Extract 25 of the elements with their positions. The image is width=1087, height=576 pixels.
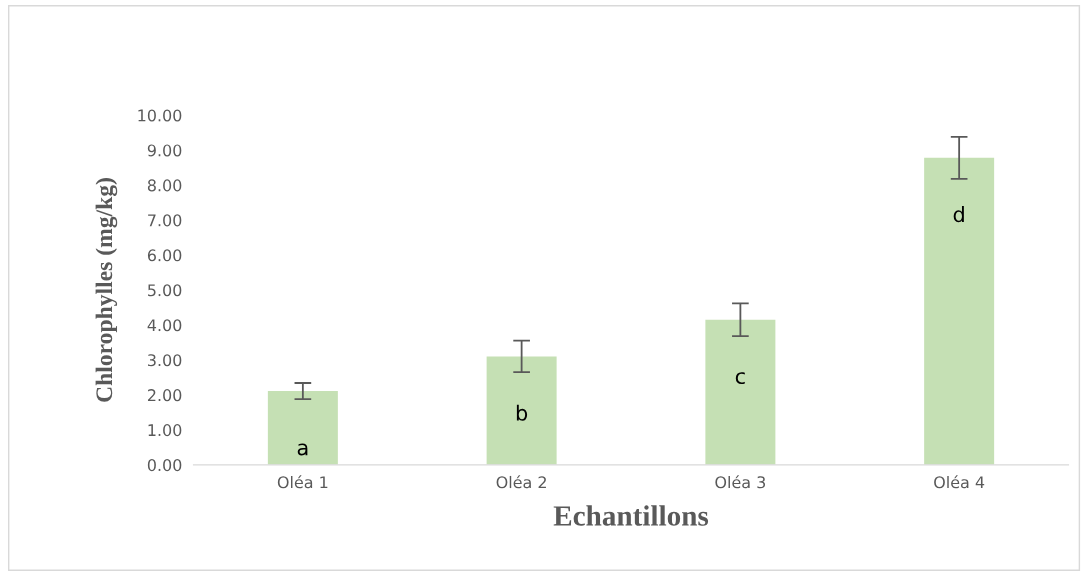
bar — [267, 391, 338, 465]
x-tick-label: Oléa 1 — [277, 475, 328, 489]
bar — [924, 157, 995, 465]
annotation: c — [735, 372, 745, 385]
y-tick-label: 3.00 — [148, 354, 182, 367]
x-tick-label: Oléa 4 — [934, 475, 985, 489]
y-tick-label: 2.00 — [147, 389, 182, 402]
annotation: b — [516, 404, 528, 421]
y-tick-label: 0.00 — [147, 459, 182, 472]
x-axis-title: Echantillons — [553, 505, 709, 526]
x-tick-label: Oléa 3 — [715, 475, 766, 489]
y-tick-label: 4.00 — [147, 319, 182, 332]
bar — [705, 319, 776, 465]
y-tick-label: 8.00 — [147, 179, 182, 192]
y-tick-label: 9.00 — [147, 144, 182, 157]
bar — [486, 356, 557, 465]
y-tick-label: 10.00 — [138, 109, 182, 122]
annotation: d — [953, 206, 964, 223]
y-tick-label: 5.00 — [148, 284, 182, 297]
y-tick-label: 6.00 — [147, 249, 182, 262]
y-tick-label: 7.00 — [148, 214, 182, 227]
annotation: a — [297, 443, 308, 456]
x-tick-label: Oléa 2 — [496, 475, 546, 489]
y-tick-label: 1.00 — [148, 424, 182, 437]
y-axis-title: Chlorophylles (mg/kg) — [95, 178, 118, 402]
